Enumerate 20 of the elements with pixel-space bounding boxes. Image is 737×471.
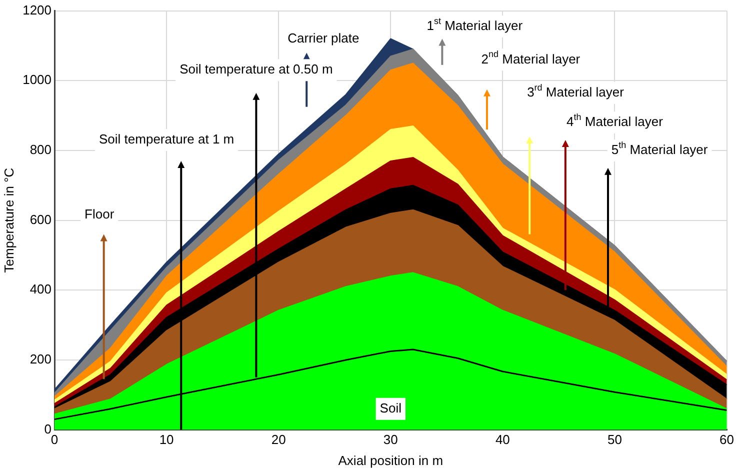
x-tick-label: 40 bbox=[495, 432, 510, 448]
x-axis-title: Axial position in m bbox=[338, 452, 444, 468]
y-tick-label: 1000 bbox=[22, 72, 52, 88]
y-tick-label: 200 bbox=[30, 352, 52, 367]
y-tick-label: 800 bbox=[30, 142, 52, 158]
x-tick-label: 60 bbox=[720, 432, 734, 448]
x-tick-label: 30 bbox=[383, 432, 398, 448]
annotation: Soil temperature at 0.50 m bbox=[180, 62, 333, 77]
annotation: Soil temperature at 1 m bbox=[99, 132, 234, 147]
y-tick-label: 0 bbox=[44, 421, 52, 436]
annotation: Carrier plate bbox=[288, 30, 360, 46]
y-axis-title: Temperature in °C bbox=[1, 168, 16, 273]
y-tick-label: 400 bbox=[30, 282, 52, 297]
x-tick-label: 10 bbox=[159, 432, 174, 448]
x-tick-label: 20 bbox=[271, 432, 286, 448]
annotation: Floor bbox=[84, 206, 115, 222]
x-tick-label: 50 bbox=[607, 432, 622, 448]
y-tick-label: 600 bbox=[30, 212, 52, 227]
y-tick-label: 1200 bbox=[22, 2, 52, 18]
annotation: Soil bbox=[380, 400, 402, 416]
